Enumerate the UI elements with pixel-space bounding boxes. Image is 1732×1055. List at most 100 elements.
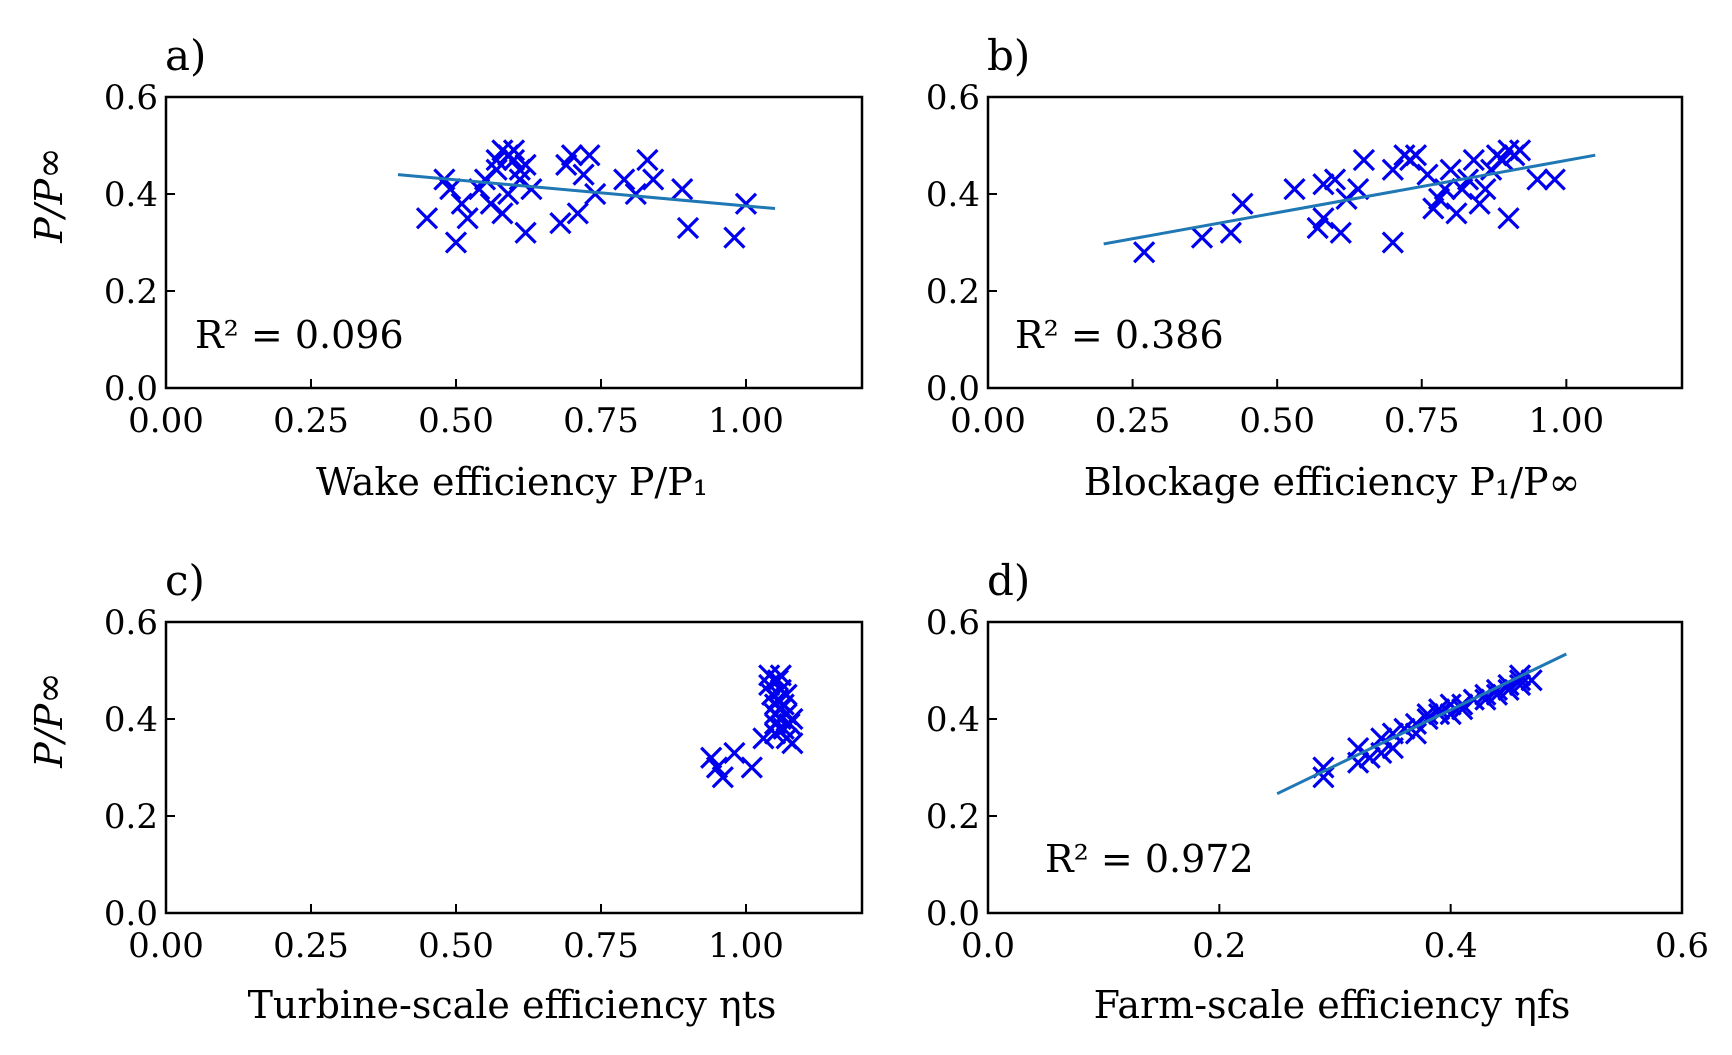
panel-b-data-point <box>1439 158 1462 181</box>
panel-c-data-point <box>775 683 798 706</box>
panel-c-xtick-label: 0.25 <box>273 926 349 966</box>
panel-b-plot: 0.00 0.25 0.50 0.75 1.00 0.0 0.2 0.4 0.6 <box>926 78 1684 441</box>
panel-a-label: a) <box>165 31 206 80</box>
panel-b-axes-frame <box>986 95 1684 390</box>
panel-a-r2-label: R² = 0.096 <box>195 313 404 357</box>
panel-c-plot: 0.00 0.25 0.50 0.75 1.00 0.0 0.2 0.4 0.6 <box>104 603 864 966</box>
panel-b-data-point <box>1219 221 1243 244</box>
panel-c-xtick-label: 0.50 <box>418 926 494 966</box>
panel-a-ytick-label: 0.0 <box>104 369 158 409</box>
panel-a-data-point <box>572 163 595 186</box>
panel-a-data-point <box>723 226 746 249</box>
panel-a-data-point <box>734 192 758 215</box>
panel-a-data-point <box>439 178 462 201</box>
panel-b-ytick-label: 0.2 <box>926 272 980 312</box>
panel-b-r2-label: R² = 0.386 <box>1015 313 1224 357</box>
panel-a-data-point <box>636 148 659 172</box>
panel-a-data-point <box>514 221 537 244</box>
panel-d-axes-frame <box>986 620 1684 915</box>
panel-c-data-point <box>781 732 804 755</box>
panel-a-data-point <box>415 207 439 230</box>
panel-b-ytick-label: 0.0 <box>926 369 980 409</box>
panel-d-ytick-label: 0.4 <box>926 700 980 740</box>
panel-b: b) Blockage efficiency P₁/P∞ R² = 0.386 … <box>926 31 1684 504</box>
panel-a-xtick-label: 0.00 <box>128 401 204 441</box>
panel-b-data-point <box>1468 192 1491 215</box>
panel-c-xtick-label: 0.75 <box>563 926 639 966</box>
panel-d-data-point <box>1312 766 1335 789</box>
panel-d-r2-label: R² = 0.972 <box>1045 837 1254 881</box>
panel-b-xtick-label: 0.75 <box>1384 401 1460 441</box>
panel-b-data-point <box>1323 168 1347 191</box>
panel-c-data-point <box>769 664 792 687</box>
panel-b-data-point <box>1508 139 1532 162</box>
panel-b-data-point <box>1381 231 1404 254</box>
panel-b-data-point <box>1329 221 1352 244</box>
panel-a-ytick-label: 0.4 <box>104 175 158 215</box>
panel-c-ytick-label: 0.0 <box>104 894 158 934</box>
panel-c-data-point <box>723 741 746 765</box>
panel-a-data-point <box>456 207 479 230</box>
panel-d-label: d) <box>987 556 1030 605</box>
panel-c-data-point <box>781 707 804 731</box>
panel-a-data-point <box>613 168 636 191</box>
panel-b-data-point <box>1381 158 1404 181</box>
panel-a-xlabel: Wake efficiency P/P₁ <box>316 460 708 504</box>
panel-a-data-point <box>444 231 468 254</box>
panel-b-xlabel: Blockage efficiency P₁/P∞ <box>1084 460 1581 504</box>
panel-d-xlabel: Farm-scale efficiency ηfs <box>1094 983 1571 1027</box>
panel-a-data-point <box>560 144 584 167</box>
panel-b-data-point <box>1352 148 1376 172</box>
panel-a-data-point <box>450 192 473 215</box>
panel-d-xtick-label: 0.2 <box>1192 926 1246 966</box>
panel-b-ytick-label: 0.4 <box>926 175 980 215</box>
panel-b-xtick-label: 0.25 <box>1095 401 1171 441</box>
panel-a-data-point <box>520 178 543 201</box>
panel-b-label: b) <box>987 31 1030 80</box>
panel-a-data-point <box>514 153 537 177</box>
panel-a: a) P/P∞ Wake efficiency P/P₁ R² = 0.096 … <box>27 31 864 504</box>
panel-c-ylabel: P/P∞ <box>27 672 71 769</box>
panel-a-data-point <box>502 139 526 162</box>
panel-b-xtick-label: 1.00 <box>1528 401 1604 441</box>
panel-b-fit-line <box>1103 153 1596 246</box>
panel-d-xtick-label: 0.0 <box>961 926 1015 966</box>
panel-a-axes-frame <box>164 95 864 390</box>
panel-c-data-point <box>740 756 763 779</box>
panel-b-data-point <box>1445 202 1468 225</box>
panel-b-data-point <box>1497 207 1520 230</box>
panel-d-fit-line <box>1276 652 1567 796</box>
panel-a-xtick-label: 1.00 <box>708 401 784 441</box>
panel-d-data-point <box>1404 722 1428 745</box>
panel-d-ytick-label: 0.6 <box>926 603 980 643</box>
panel-d-ytick-label: 0.2 <box>926 797 980 837</box>
panel-d-data-point <box>1427 698 1451 721</box>
panel-a-data-point <box>624 182 647 206</box>
panel-b-ytick-label: 0.6 <box>926 78 980 118</box>
panel-a-xtick-label: 0.50 <box>418 401 494 441</box>
panel-d-xtick-label: 0.6 <box>1655 926 1709 966</box>
panel-b-data-point <box>1133 241 1156 264</box>
panel-a-data-point <box>485 158 508 181</box>
panel-d-ytick-label: 0.0 <box>926 894 980 934</box>
panel-a-data-point <box>566 202 589 225</box>
panel-b-data-point <box>1231 192 1254 215</box>
panel-b-data-point <box>1404 144 1428 167</box>
panel-b-data-point <box>1312 173 1335 196</box>
panel-c-xtick-label: 0.00 <box>128 926 204 966</box>
panel-b-xtick-label: 0.00 <box>950 401 1026 441</box>
panel-c-ytick-label: 0.4 <box>104 700 158 740</box>
panel-a-ylabel: P/P∞ <box>27 147 71 244</box>
panel-c-ytick-label: 0.6 <box>104 603 158 643</box>
panel-b-data-point <box>1190 226 1214 249</box>
panel-b-data-point <box>1474 178 1497 201</box>
panel-b-data-point <box>1416 163 1439 186</box>
panel-a-data-point <box>578 144 601 167</box>
panel-b-data-point <box>1283 178 1306 201</box>
panel-c-data-point <box>711 766 734 789</box>
panel-a-data-point <box>676 216 700 240</box>
panel-a-fit-line <box>397 173 776 211</box>
panel-c-label: c) <box>165 556 205 605</box>
panel-a-data-point <box>491 202 514 225</box>
panel-a-data-point <box>642 168 665 191</box>
